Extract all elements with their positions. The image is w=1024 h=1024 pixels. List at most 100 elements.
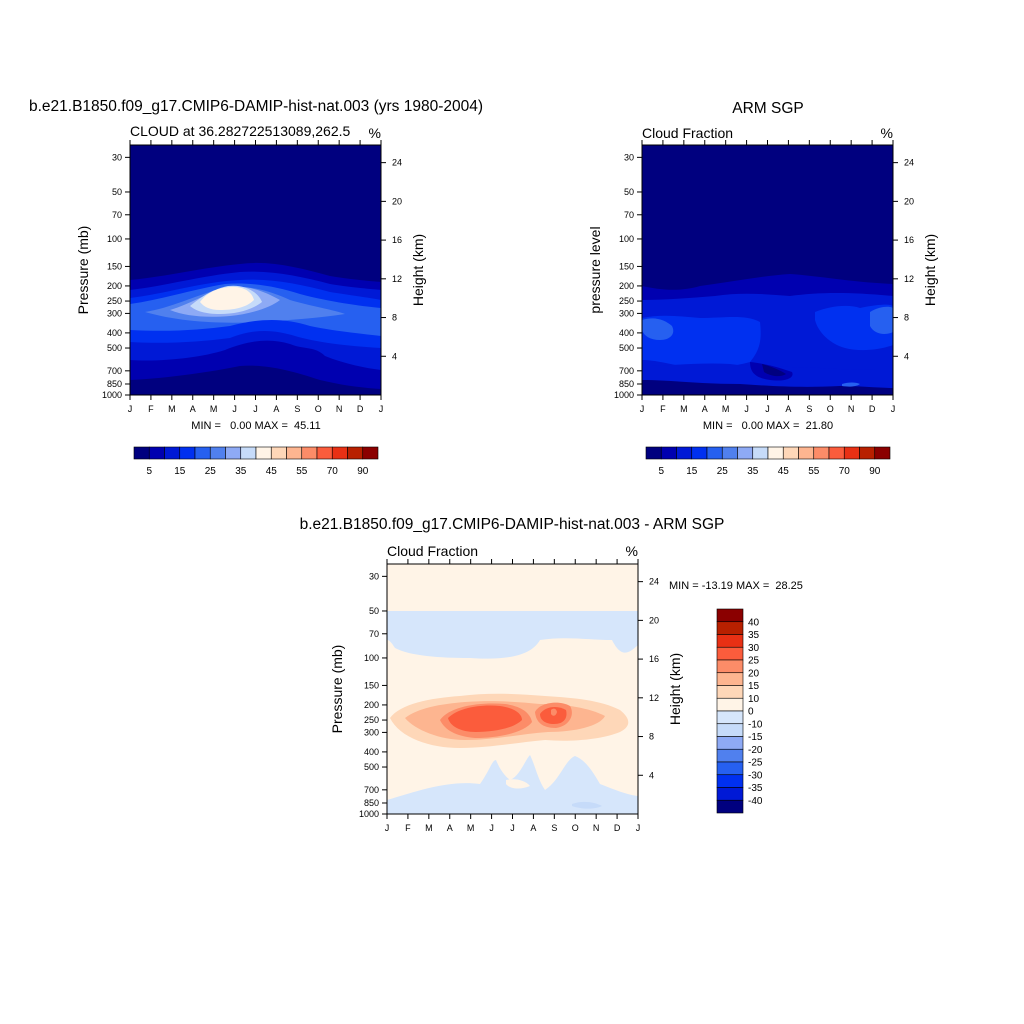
y-tick-label: 70 <box>369 629 379 639</box>
y-tick-label: 400 <box>107 328 122 338</box>
panel-obs-min-max: MIN = 0.00 MAX = 21.80 <box>703 420 833 432</box>
y-tick-label-right: 4 <box>392 351 397 361</box>
x-tick-label: A <box>785 404 791 414</box>
colorbar-box <box>716 748 744 763</box>
x-tick-label: D <box>869 404 876 414</box>
colorbar-box <box>798 446 815 460</box>
colorbar-box <box>828 446 845 460</box>
x-tick-label: O <box>827 404 834 414</box>
colorbar-label: 55 <box>296 466 308 477</box>
y-tick-label: 300 <box>364 727 379 737</box>
panel-diff-contour-field <box>387 564 638 814</box>
colorbar-box <box>716 672 744 686</box>
panel-model-axes: J F M A M J J A S O N D J 30 50 70 100 150 200 250 300 400 500… <box>102 140 402 414</box>
y-tick-label: 850 <box>364 798 379 808</box>
colorbar-box <box>706 446 723 460</box>
colorbar-box <box>716 608 744 623</box>
panel-obs: ARM SGP Cloud Fraction % J F M A M J J A S O N D J 30… <box>587 100 938 477</box>
panel-obs-contour-field <box>642 145 893 395</box>
x-tick-label: N <box>848 404 855 414</box>
x-tick-label: N <box>593 823 600 833</box>
colorbar-box <box>859 446 876 460</box>
panel-diff: b.e21.B1850.f09_g17.CMIP6-DAMIP-hist-nat… <box>300 516 803 833</box>
colorbar-box <box>716 761 744 776</box>
y-tick-label-right: 16 <box>649 654 659 664</box>
x-tick-label: M <box>722 404 730 414</box>
colorbar-box <box>716 799 744 814</box>
colorbar-label: 35 <box>747 466 759 477</box>
y-tick-label: 500 <box>107 343 122 353</box>
colorbar-label: 45 <box>778 466 790 477</box>
colorbar-label: -35 <box>748 783 763 794</box>
colorbar-box <box>164 446 181 460</box>
panel-obs-colorbar: 5 15 25 35 45 55 70 90 <box>645 446 891 477</box>
y-tick-label-right: 20 <box>904 196 914 206</box>
panel-model-colorbar: 5 15 25 35 45 55 70 90 <box>133 446 379 477</box>
y-tick-label: 400 <box>364 747 379 757</box>
y-tick-label-right: 8 <box>649 732 654 742</box>
x-tick-label: J <box>379 404 384 414</box>
y-tick-label: 1000 <box>359 809 379 819</box>
x-tick-label: A <box>702 404 708 414</box>
y-tick-label: 100 <box>107 234 122 244</box>
panel-model-title: b.e21.B1850.f09_g17.CMIP6-DAMIP-hist-nat… <box>29 98 483 115</box>
y-tick-label: 70 <box>624 210 634 220</box>
x-tick-label: O <box>572 823 579 833</box>
y-tick-label: 100 <box>364 653 379 663</box>
panel-model: b.e21.B1850.f09_g17.CMIP6-DAMIP-hist-nat… <box>29 98 483 477</box>
colorbar-box <box>331 446 348 460</box>
y-tick-label: 150 <box>619 261 634 271</box>
x-tick-label: J <box>489 823 494 833</box>
colorbar-label: 25 <box>748 656 760 667</box>
x-tick-label: M <box>680 404 688 414</box>
colorbar-label: 15 <box>748 681 760 692</box>
panel-diff-y-axis-label: Pressure (mb) <box>329 645 345 734</box>
y-tick-label-right: 8 <box>392 313 397 323</box>
x-tick-label: J <box>510 823 515 833</box>
panel-diff-axes: J F M A M J J A S O N D J 30 50 70 100 150 200 250 300 400 500… <box>359 559 659 833</box>
colorbar-label: 90 <box>869 466 881 477</box>
colorbar-box <box>737 446 754 460</box>
colorbar-label: 15 <box>686 466 698 477</box>
panel-model-right-label: % <box>369 125 381 141</box>
colorbar-box <box>270 446 287 460</box>
colorbar-label: 70 <box>327 466 339 477</box>
y-tick-label: 500 <box>364 762 379 772</box>
colorbar-label: -10 <box>748 719 763 730</box>
panel-obs-y-axis-label: pressure level <box>587 226 603 313</box>
y-tick-label: 300 <box>619 308 634 318</box>
y-tick-label-right: 24 <box>649 577 659 587</box>
panel-diff-y-axis-label-right: Height (km) <box>667 653 683 725</box>
x-tick-label: S <box>806 404 812 414</box>
y-tick-label: 50 <box>112 187 122 197</box>
colorbar-box <box>209 446 226 460</box>
y-tick-label-right: 16 <box>392 235 402 245</box>
colorbar-box <box>716 787 744 801</box>
y-tick-label: 1000 <box>102 390 122 400</box>
y-tick-label: 850 <box>107 379 122 389</box>
colorbar-box <box>716 646 744 661</box>
x-tick-label: J <box>253 404 258 414</box>
colorbar-box <box>782 446 799 460</box>
colorbar-box <box>716 710 744 725</box>
x-tick-label: A <box>190 404 196 414</box>
y-tick-label: 250 <box>619 296 634 306</box>
colorbar-label: -20 <box>748 745 763 756</box>
colorbar-box <box>347 446 364 460</box>
x-tick-label: A <box>530 823 536 833</box>
colorbar-label: 35 <box>748 630 760 641</box>
colorbar-label: -30 <box>748 770 763 781</box>
colorbar-label: 55 <box>808 466 820 477</box>
x-tick-label: N <box>336 404 343 414</box>
colorbar-box <box>255 446 272 460</box>
x-tick-label: J <box>891 404 896 414</box>
panel-obs-right-label: % <box>881 125 893 141</box>
colorbar-label: 10 <box>748 694 760 705</box>
colorbar-box <box>194 446 211 460</box>
colorbar-label: 40 <box>748 617 760 628</box>
colorbar-box <box>645 446 662 460</box>
y-tick-label: 50 <box>624 187 634 197</box>
y-tick-label: 400 <box>619 328 634 338</box>
y-tick-label-right: 4 <box>649 770 654 780</box>
